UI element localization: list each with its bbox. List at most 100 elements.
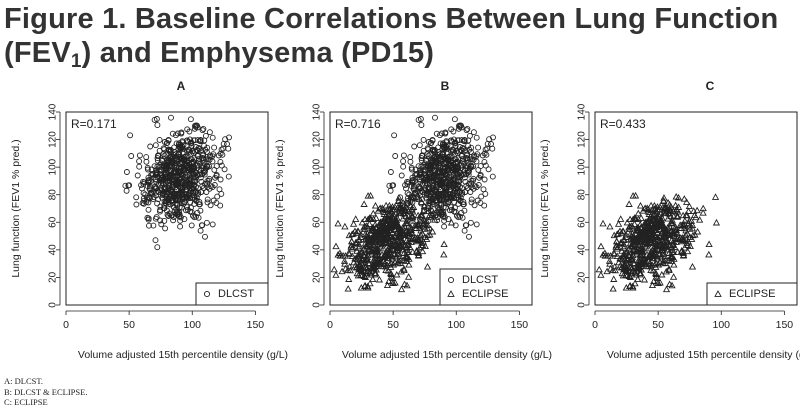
data-point bbox=[477, 171, 484, 178]
data-point bbox=[197, 137, 204, 143]
data-point bbox=[673, 229, 681, 237]
data-point bbox=[425, 146, 432, 153]
data-point bbox=[375, 236, 383, 243]
data-point bbox=[463, 222, 470, 229]
data-point bbox=[416, 217, 424, 224]
data-point bbox=[650, 201, 659, 209]
legend-box bbox=[195, 282, 269, 306]
data-point bbox=[481, 202, 488, 209]
data-point bbox=[158, 221, 165, 228]
data-point bbox=[404, 229, 412, 237]
data-point bbox=[605, 257, 614, 264]
data-point bbox=[390, 232, 398, 240]
y-tick-label: 40 bbox=[48, 244, 59, 256]
data-point bbox=[455, 200, 462, 207]
y-tick-label: 60 bbox=[48, 216, 59, 228]
legend-marker-triangle bbox=[447, 290, 455, 297]
data-point bbox=[470, 156, 477, 163]
data-point bbox=[634, 209, 642, 217]
data-point bbox=[128, 153, 135, 159]
data-point bbox=[652, 210, 660, 217]
data-point bbox=[655, 232, 663, 240]
data-point bbox=[172, 181, 179, 188]
data-point bbox=[619, 227, 627, 235]
data-point bbox=[191, 214, 198, 221]
data-point bbox=[188, 142, 195, 149]
data-point bbox=[203, 219, 210, 226]
data-point bbox=[388, 212, 396, 220]
data-point bbox=[358, 218, 366, 226]
data-point bbox=[152, 176, 159, 183]
data-point bbox=[412, 224, 420, 231]
data-point bbox=[666, 204, 674, 212]
data-point bbox=[429, 146, 436, 153]
legend-marker-triangle bbox=[714, 290, 722, 297]
data-point bbox=[400, 265, 408, 272]
data-point bbox=[414, 211, 422, 219]
data-point bbox=[626, 273, 635, 280]
data-point bbox=[669, 273, 678, 280]
data-point bbox=[680, 222, 688, 229]
data-point bbox=[684, 241, 692, 248]
data-point bbox=[618, 269, 626, 277]
data-point bbox=[148, 166, 155, 173]
y-axis-label: Lung function (FEV1 % pred.) bbox=[539, 139, 551, 277]
data-point bbox=[628, 255, 637, 263]
data-point bbox=[385, 221, 393, 229]
data-point bbox=[441, 171, 448, 178]
data-point bbox=[225, 173, 232, 180]
data-point bbox=[408, 166, 415, 173]
x-axis-label: Volume adjusted 15th percentile density … bbox=[342, 349, 552, 361]
data-point bbox=[659, 203, 667, 211]
data-point bbox=[187, 116, 194, 123]
data-point bbox=[597, 242, 605, 250]
data-point bbox=[603, 267, 611, 275]
legend-marker-circle bbox=[203, 290, 211, 298]
data-point bbox=[705, 240, 713, 248]
data-point bbox=[168, 188, 175, 195]
data-point bbox=[685, 202, 693, 210]
data-point bbox=[388, 274, 397, 281]
data-point bbox=[370, 265, 378, 272]
data-point bbox=[441, 214, 448, 221]
data-point bbox=[459, 137, 465, 144]
data-point bbox=[145, 206, 152, 213]
data-point bbox=[195, 144, 202, 151]
data-point bbox=[609, 285, 617, 292]
data-point bbox=[467, 219, 474, 226]
data-point bbox=[689, 231, 697, 239]
data-point bbox=[489, 173, 496, 180]
data-point bbox=[663, 238, 671, 246]
data-point bbox=[165, 195, 172, 202]
x-tick-label: 150 bbox=[511, 319, 529, 331]
data-point bbox=[475, 166, 482, 173]
data-point bbox=[453, 212, 460, 219]
y-tick-label: 120 bbox=[48, 131, 59, 148]
data-point bbox=[639, 207, 647, 214]
data-point bbox=[455, 214, 462, 221]
data-point bbox=[416, 142, 423, 149]
data-point bbox=[490, 134, 496, 141]
data-point bbox=[476, 174, 483, 181]
data-point bbox=[468, 196, 475, 203]
data-point bbox=[464, 125, 471, 132]
data-point bbox=[694, 227, 702, 235]
data-point bbox=[381, 214, 389, 221]
data-point bbox=[344, 285, 352, 292]
data-point bbox=[418, 122, 425, 129]
data-point bbox=[409, 193, 418, 201]
data-point bbox=[665, 200, 674, 208]
data-point bbox=[157, 160, 164, 167]
data-point bbox=[441, 217, 448, 224]
data-point bbox=[366, 241, 375, 248]
data-point bbox=[200, 163, 207, 170]
data-point bbox=[437, 168, 444, 175]
data-point bbox=[363, 255, 372, 263]
data-point bbox=[668, 252, 676, 260]
data-point bbox=[187, 204, 194, 211]
data-point bbox=[467, 163, 474, 170]
data-point bbox=[644, 226, 652, 234]
data-point bbox=[133, 194, 140, 201]
data-point bbox=[160, 205, 167, 212]
data-point bbox=[610, 231, 618, 239]
